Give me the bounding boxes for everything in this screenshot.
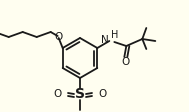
Text: H: H <box>111 30 119 40</box>
Text: N: N <box>101 35 108 45</box>
Text: S: S <box>75 87 85 101</box>
Text: O: O <box>54 89 62 99</box>
Text: O: O <box>98 89 106 99</box>
Text: O: O <box>121 57 129 67</box>
Text: O: O <box>55 32 63 42</box>
